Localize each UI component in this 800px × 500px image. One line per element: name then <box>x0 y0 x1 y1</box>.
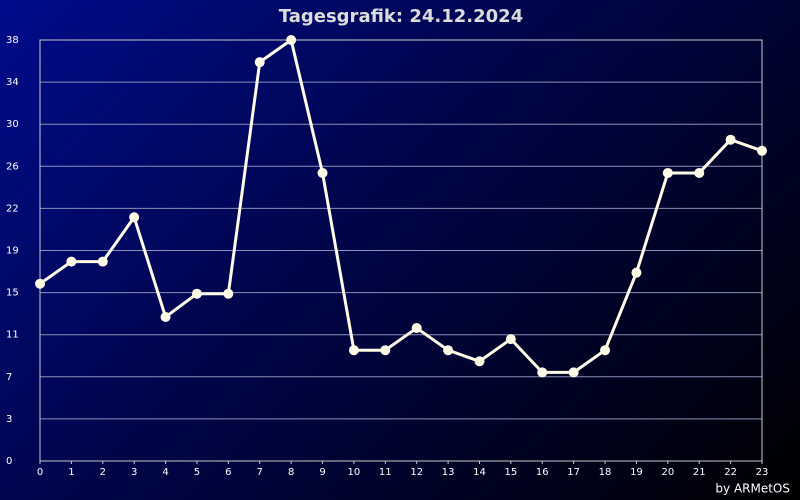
y-tick-label: 30 <box>6 119 19 130</box>
x-tick-label: 7 <box>257 467 263 478</box>
data-point <box>254 57 265 68</box>
y-tick-label: 11 <box>6 330 19 341</box>
data-point <box>757 145 767 156</box>
x-tick-label: 2 <box>100 467 106 478</box>
x-tick-label: 21 <box>693 467 706 478</box>
y-tick-label: 34 <box>6 77 19 88</box>
data-point <box>505 334 516 345</box>
data-point <box>631 267 642 278</box>
x-tick-label: 11 <box>379 467 392 478</box>
credit: by ARMetOS <box>715 482 790 496</box>
plot-frame <box>39 39 763 462</box>
data-point <box>223 288 234 299</box>
y-tick-label: 0 <box>6 456 12 467</box>
data-point <box>600 345 611 356</box>
y-tick-label: 3 <box>6 414 12 425</box>
x-tick-label: 4 <box>162 467 168 478</box>
x-tick-label: 17 <box>567 467 580 478</box>
x-tick-label: 13 <box>442 467 455 478</box>
y-tick-label: 7 <box>6 372 12 383</box>
data-point <box>694 167 705 178</box>
data-line <box>39 38 763 374</box>
data-point <box>160 311 171 322</box>
y-tick-label: 22 <box>6 203 19 214</box>
data-point <box>725 134 736 145</box>
data-point <box>35 278 45 289</box>
y-tick-label: 38 <box>6 35 19 46</box>
x-tick-label: 12 <box>410 467 423 478</box>
data-point <box>286 35 297 45</box>
x-tick-label: 1 <box>68 467 74 478</box>
data-point <box>474 356 485 367</box>
data-point <box>568 367 579 378</box>
data-point <box>443 345 454 356</box>
x-tick-label: 10 <box>348 467 361 478</box>
data-point <box>129 212 140 223</box>
x-tick-label: 23 <box>756 467 769 478</box>
x-tick-label: 19 <box>630 467 643 478</box>
data-point <box>411 323 422 334</box>
data-point <box>380 345 391 356</box>
data-point <box>66 256 77 267</box>
data-point <box>537 367 548 378</box>
data-point <box>317 167 328 178</box>
data-point <box>662 167 673 178</box>
x-tick-label: 3 <box>131 467 137 478</box>
x-tick-label: 20 <box>661 467 674 478</box>
x-tick-label: 0 <box>37 467 43 478</box>
y-tick-label: 15 <box>6 288 19 299</box>
x-tick-label: 15 <box>505 467 518 478</box>
x-tick-label: 8 <box>288 467 294 478</box>
x-tick-label: 14 <box>473 467 486 478</box>
y-tick-label: 26 <box>6 161 19 172</box>
x-tick-label: 6 <box>225 467 231 478</box>
data-point <box>97 256 108 267</box>
x-tick-label: 16 <box>536 467 549 478</box>
chart-title: Tagesgrafik: 24.12.2024 <box>279 6 523 27</box>
data-point <box>348 345 359 356</box>
x-tick-label: 5 <box>194 467 200 478</box>
data-point <box>191 288 202 299</box>
x-tick-label: 9 <box>319 467 325 478</box>
x-tick-label: 22 <box>724 467 737 478</box>
y-tick-label: 19 <box>6 246 19 257</box>
x-tick-label: 18 <box>599 467 612 478</box>
